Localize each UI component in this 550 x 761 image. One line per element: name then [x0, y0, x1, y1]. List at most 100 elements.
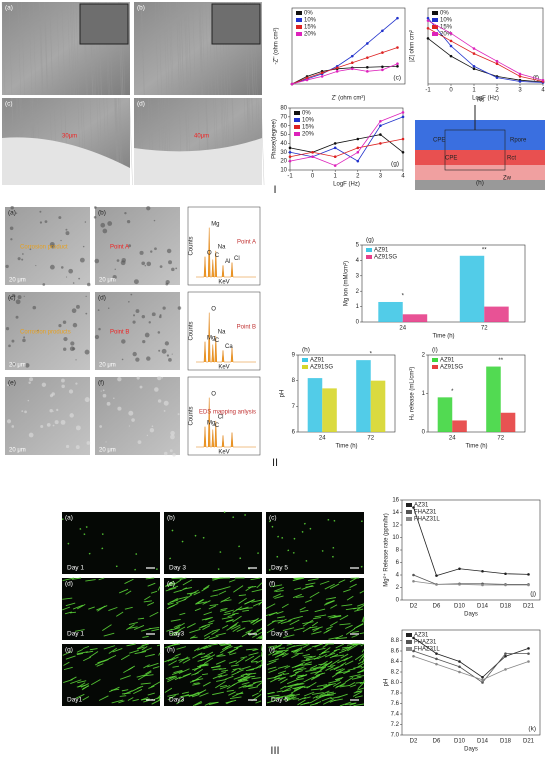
texture [11, 425, 15, 428]
cell [85, 579, 96, 582]
cell [82, 645, 90, 650]
cell [217, 671, 227, 676]
texture [61, 378, 65, 383]
cell [212, 577, 221, 581]
cell [329, 666, 339, 671]
cell [356, 604, 365, 611]
cell [119, 675, 131, 680]
legend-label: AZ31 [414, 633, 429, 639]
cell [303, 686, 311, 689]
texture [72, 282, 75, 284]
bar [322, 388, 337, 432]
cell [157, 586, 161, 591]
cell [226, 700, 233, 705]
cell [176, 596, 188, 601]
cell [152, 666, 160, 669]
cell [76, 652, 84, 656]
panel-label: (a) [5, 5, 13, 12]
x-tick-label: D6 [433, 604, 441, 610]
cell [221, 669, 229, 672]
cell [335, 668, 344, 672]
texture [198, 1, 202, 96]
day-label: Day3 [169, 697, 185, 704]
cell [280, 685, 286, 690]
texture [10, 206, 14, 210]
cell [82, 685, 90, 690]
cell [338, 670, 351, 674]
series-line [413, 574, 529, 585]
cell [194, 607, 201, 612]
y-tick-label: 7.4 [391, 712, 400, 718]
inset [211, 3, 261, 45]
cell [248, 682, 256, 687]
cell [95, 661, 103, 666]
sem-image [5, 207, 90, 285]
cell [217, 568, 220, 571]
cell [316, 647, 326, 651]
cell [167, 676, 176, 681]
cell [180, 587, 187, 592]
cell [276, 696, 284, 699]
cell [124, 578, 134, 585]
cell [308, 626, 318, 629]
texture [132, 320, 136, 324]
cell [344, 660, 354, 666]
cell [321, 549, 324, 552]
texture [69, 413, 74, 418]
texture [58, 324, 62, 328]
significance: * [370, 352, 373, 358]
cell [216, 653, 224, 657]
x-tick-label: 1 [472, 88, 476, 94]
cell [194, 668, 203, 675]
cell [77, 680, 87, 684]
texture [52, 410, 54, 412]
cell [305, 669, 317, 672]
cell [329, 653, 339, 659]
y-tick-label: 8.0 [391, 680, 400, 686]
y-axis-label: Counts [189, 236, 195, 255]
texture [146, 261, 152, 267]
y-tick-label: 20 [280, 159, 287, 165]
cell [325, 600, 335, 605]
x-axis-label: KeV [218, 280, 229, 286]
texture [11, 339, 15, 343]
texture [171, 353, 173, 355]
cell [212, 588, 223, 592]
cell [70, 679, 82, 685]
cell [252, 631, 263, 638]
cell [341, 604, 353, 607]
y-tick-label: 12 [392, 523, 399, 529]
texture [117, 406, 122, 411]
spectrum [196, 227, 256, 278]
cell [314, 614, 327, 618]
cell [297, 674, 305, 677]
cell [337, 657, 349, 664]
cell [329, 649, 338, 655]
cell [239, 665, 251, 671]
series-line [289, 134, 404, 153]
y-tick-label: 4 [356, 258, 360, 264]
cell [246, 648, 257, 651]
day-label: Day 5 [271, 697, 288, 704]
cell [294, 652, 304, 655]
panel-label: (b) [137, 5, 145, 12]
cell [108, 606, 118, 612]
cell [324, 652, 336, 658]
cell [176, 698, 185, 705]
layer [415, 165, 545, 180]
cell [303, 696, 311, 700]
cell [317, 654, 327, 660]
cell [339, 701, 352, 707]
texture [63, 347, 67, 351]
cell [192, 652, 203, 659]
cell [64, 611, 73, 615]
cell [258, 688, 263, 693]
texture [133, 279, 139, 285]
cell [178, 668, 190, 674]
texture [126, 219, 131, 224]
texture [106, 401, 111, 406]
texture [99, 425, 103, 428]
cell [96, 605, 108, 611]
panel-label: (d) [65, 581, 73, 588]
texture [44, 220, 48, 223]
